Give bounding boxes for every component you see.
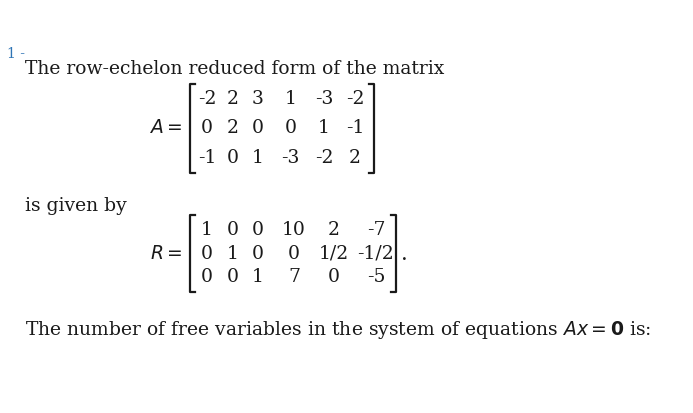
- Text: 1: 1: [318, 119, 330, 138]
- Text: 2: 2: [328, 221, 340, 239]
- Text: is given by: is given by: [25, 197, 127, 215]
- Text: 2: 2: [349, 149, 361, 166]
- Text: 0: 0: [226, 221, 238, 239]
- Text: 3: 3: [252, 90, 263, 108]
- Text: -2: -2: [315, 149, 333, 166]
- Text: 0: 0: [252, 119, 263, 138]
- Text: 1 -: 1 -: [7, 47, 25, 61]
- Text: 0: 0: [288, 244, 300, 263]
- Text: .: .: [401, 243, 407, 265]
- Text: -1: -1: [198, 149, 216, 166]
- Text: 0: 0: [252, 221, 263, 239]
- Text: 1: 1: [252, 268, 263, 286]
- Text: 10: 10: [282, 221, 306, 239]
- Text: 0: 0: [226, 149, 238, 166]
- Text: -7: -7: [367, 221, 385, 239]
- Text: The number of free variables in the system of equations $Ax = \mathbf{0}$ is:: The number of free variables in the syst…: [25, 319, 651, 341]
- Text: -2: -2: [346, 90, 365, 108]
- Text: -3: -3: [281, 149, 300, 166]
- Text: $A=$: $A=$: [149, 119, 182, 138]
- Text: 7: 7: [288, 268, 300, 286]
- Text: -1: -1: [346, 119, 365, 138]
- Text: 1: 1: [227, 244, 238, 263]
- Text: -3: -3: [315, 90, 333, 108]
- Text: 1: 1: [252, 149, 263, 166]
- Text: 0: 0: [252, 244, 263, 263]
- Text: 2: 2: [226, 90, 238, 108]
- Text: -5: -5: [367, 268, 385, 286]
- Text: The row-echelon reduced form of the matrix: The row-echelon reduced form of the matr…: [25, 60, 444, 78]
- Text: 0: 0: [226, 268, 238, 286]
- Text: $R=$: $R=$: [150, 244, 182, 263]
- Text: 1: 1: [285, 90, 297, 108]
- Text: 0: 0: [285, 119, 297, 138]
- Text: -1/2: -1/2: [358, 244, 394, 263]
- Text: -2: -2: [198, 90, 216, 108]
- Text: 1: 1: [201, 221, 213, 239]
- Text: 0: 0: [201, 119, 213, 138]
- Text: 0: 0: [328, 268, 340, 286]
- Text: 2: 2: [226, 119, 238, 138]
- Text: 0: 0: [201, 244, 213, 263]
- Text: 0: 0: [201, 268, 213, 286]
- Text: 1/2: 1/2: [319, 244, 349, 263]
